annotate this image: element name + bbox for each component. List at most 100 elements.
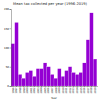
bar	[50, 74, 54, 86]
x-tick-label: 1997	[15, 87, 18, 94]
x-tick: 2001	[30, 86, 33, 94]
x-tick-mark	[70, 86, 71, 87]
bar	[75, 74, 79, 86]
y-tick: 0	[7, 85, 11, 88]
bar	[43, 63, 47, 86]
x-tick-label: 2014	[76, 87, 79, 94]
x-tick-mark	[34, 86, 35, 87]
bar	[54, 78, 58, 86]
y-tick-label: 150	[4, 28, 9, 31]
x-tick-label: 2012	[69, 87, 72, 94]
title: Mean tax collected per year (1996-2019)	[13, 2, 87, 6]
x-tick-mark	[52, 86, 53, 87]
x-tick: 2013	[72, 86, 75, 94]
x-tick-mark	[16, 86, 17, 87]
x-axis-line	[12, 86, 98, 88]
x-tick: 2010	[62, 86, 65, 94]
x-tick-mark	[91, 86, 92, 87]
y-tick: 150	[4, 28, 11, 31]
x-tick-label: 1999	[23, 87, 26, 94]
x-tick: 1996	[12, 86, 15, 94]
bar	[58, 69, 62, 86]
y-tick: 200	[4, 8, 11, 11]
bar	[72, 73, 76, 86]
x-tick: 2000	[26, 86, 29, 94]
x-tick-label: 2005	[44, 87, 47, 94]
x-tick-mark	[59, 86, 60, 87]
x-tick-label: 2013	[72, 87, 75, 94]
x-tick: 2007	[51, 86, 54, 94]
x-axis-title: Year	[51, 96, 58, 100]
x-tick-label: 2017	[87, 87, 90, 94]
bar	[83, 63, 87, 86]
x-tick: 2006	[47, 86, 50, 94]
x-tick: 2004	[40, 86, 43, 94]
y-tick-label: 0	[7, 85, 9, 88]
x-tick-label: 2011	[65, 87, 68, 94]
x-tick-label: 2001	[30, 87, 33, 94]
x-tick: 2011	[65, 86, 68, 94]
bar	[15, 22, 19, 86]
bar	[47, 67, 51, 86]
x-tick-label: 2009	[58, 87, 61, 94]
x-tick-mark	[87, 86, 88, 87]
x-tick-mark	[73, 86, 74, 87]
bar	[25, 73, 29, 86]
x-tick-mark	[30, 86, 31, 87]
y-tick-label: 50	[6, 66, 10, 69]
x-tick-mark	[37, 86, 38, 87]
x-tick-label: 2008	[55, 87, 58, 94]
bar	[65, 71, 69, 86]
x-tick-mark	[55, 86, 56, 87]
bar	[18, 74, 22, 86]
bar	[79, 73, 83, 86]
x-tick-mark	[80, 86, 81, 87]
x-tick: 1997	[15, 86, 18, 94]
x-tick-label: 2018	[90, 87, 93, 94]
x-tick-mark	[77, 86, 78, 87]
x-tick-label: 2002	[33, 87, 36, 94]
bar	[61, 76, 65, 86]
x-tick-mark	[48, 86, 49, 87]
x-tick-mark	[27, 86, 28, 87]
x-tick-mark	[12, 86, 13, 87]
x-tick-mark	[84, 86, 85, 87]
y-tick-mark	[10, 48, 12, 49]
y-tick-mark	[10, 67, 12, 68]
x-tick: 2008	[55, 86, 58, 94]
bar	[93, 59, 97, 86]
x-tick: 2009	[58, 86, 61, 94]
x-tick-label: 2010	[62, 87, 65, 94]
y-tick-label: 100	[4, 47, 9, 50]
bar	[68, 67, 72, 86]
x-tick-mark	[62, 86, 63, 87]
x-tick-label: 1998	[19, 87, 22, 94]
x-tick-label: 1996	[12, 87, 15, 94]
x-tick-mark	[20, 86, 21, 87]
y-axis: 0 50 100 150 200	[4, 8, 11, 88]
x-tick: 2017	[87, 86, 90, 94]
plot: 0 50 100 150 200 1996199719981999200020012002…	[4, 8, 97, 93]
x-tick-label: 2006	[47, 87, 50, 94]
x-tick: 2014	[76, 86, 79, 94]
x-tick-label: 2007	[51, 87, 54, 94]
y-tick-mark	[10, 28, 12, 29]
y-tick-label: 200	[4, 8, 9, 11]
x-tick: 2019	[94, 86, 97, 94]
x-tick-label: 2003	[37, 87, 40, 94]
x-tick: 1999	[23, 86, 26, 94]
bar	[36, 69, 40, 86]
y-axis-line	[10, 10, 12, 87]
x-tick-mark	[41, 86, 42, 87]
x-tick-label: 2000	[26, 87, 29, 94]
x-tick-mark	[66, 86, 67, 87]
x-axis: 1996199719981999200020012002200320042005…	[12, 86, 98, 94]
bar	[86, 40, 90, 86]
x-tick: 2015	[80, 86, 83, 94]
x-tick: 2002	[33, 86, 36, 94]
x-tick: 2016	[83, 86, 86, 94]
bar	[11, 44, 15, 86]
x-tick-mark	[23, 86, 24, 87]
bars	[11, 13, 97, 86]
x-tick-label: 2015	[80, 87, 83, 94]
